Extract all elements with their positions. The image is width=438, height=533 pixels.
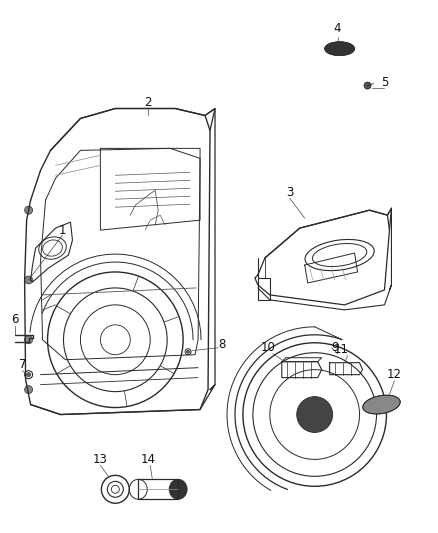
Text: 7: 7 <box>19 358 26 371</box>
Text: 13: 13 <box>93 453 108 466</box>
Circle shape <box>27 373 31 377</box>
Text: 4: 4 <box>334 22 341 35</box>
Text: 10: 10 <box>261 341 275 354</box>
Text: 8: 8 <box>218 338 226 351</box>
Circle shape <box>297 397 332 432</box>
Ellipse shape <box>169 479 187 499</box>
Text: 5: 5 <box>381 76 388 89</box>
Circle shape <box>25 206 32 214</box>
Text: 2: 2 <box>145 96 152 109</box>
Text: 1: 1 <box>59 224 66 237</box>
Circle shape <box>25 276 32 284</box>
Text: 3: 3 <box>286 185 293 199</box>
Text: 14: 14 <box>141 453 156 466</box>
Ellipse shape <box>363 395 400 414</box>
Circle shape <box>187 350 190 353</box>
Circle shape <box>25 336 32 344</box>
Text: 9: 9 <box>331 341 339 354</box>
Text: 6: 6 <box>11 313 18 326</box>
Text: 11: 11 <box>334 343 349 356</box>
Circle shape <box>25 385 32 393</box>
Ellipse shape <box>325 42 355 55</box>
Circle shape <box>364 82 371 89</box>
Text: 12: 12 <box>387 368 402 381</box>
